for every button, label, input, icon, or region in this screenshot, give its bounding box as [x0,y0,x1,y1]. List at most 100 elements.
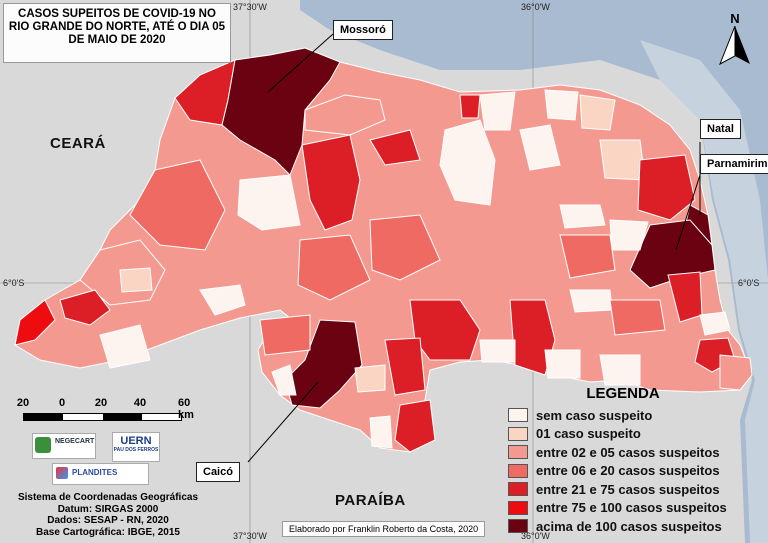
scale-label: 40 [133,397,147,409]
title-line-3: DE MAIO DE 2020 [68,34,166,46]
label-mossoro: Mossoró [333,20,393,40]
uern-logo: UERN PAU DOS FERROS [112,432,160,462]
uern-name: UERN [120,435,152,447]
municipality [384,337,426,396]
footer-line: Dados: SESAP - RN, 2020 [47,515,169,526]
municipality [99,324,151,369]
plandites-logo: PLANDITES [52,463,149,485]
legend-swatch [508,408,528,422]
footer-line: Datum: SIRGAS 2000 [57,503,159,515]
legend-swatch [508,445,528,459]
scale-label: 60 km [178,397,194,421]
label-ceara: CEARÁ [50,135,106,152]
municipality [479,91,516,131]
municipality [301,134,361,231]
municipality [599,139,646,181]
north-label: N [730,12,739,26]
legend-label: acima de 100 casos suspeitos [536,518,722,534]
municipality [459,94,481,119]
plandites-icon [56,467,68,479]
leader-lines [247,33,701,463]
municipality [519,124,561,171]
legend-item: sem caso suspeito [508,406,758,424]
municipality [479,339,516,363]
plandites-name: PLANDITES [72,468,118,477]
map-title: CASOS SUPEITOS DE COVID-19 NO RIO GRANDE… [3,3,231,63]
municipality [439,119,496,206]
legend-swatch [508,482,528,496]
municipality [609,219,649,251]
legend-item: entre 06 e 20 casos suspeitos [508,462,758,480]
scale-bar: 20 0 20 40 60 km [16,397,198,421]
legend-label: entre 21 e 75 casos suspeitos [536,481,720,497]
coord-bottom-right: 36°0'W [521,531,550,541]
municipalities [14,47,753,453]
legend-item: 01 caso suspeito [508,425,758,443]
municipality [354,364,386,393]
municipality [559,204,606,229]
negecart-name: NEGECART [55,438,95,445]
label-natal: Natal [700,119,741,139]
uern-sub: PAU DOS FERROS [113,447,159,453]
municipality [119,267,153,293]
legend-item: entre 75 e 100 casos suspeitos [508,499,758,517]
legend-label: entre 02 e 05 casos suspeitos [536,444,720,460]
municipality [719,354,753,391]
municipality [297,234,371,301]
label-caico: Caicó [196,462,240,482]
label-parnamirim: Parnamirim [700,154,768,174]
legend-swatch [508,426,528,441]
coord-top-right: 36°0'W [521,2,550,12]
title-line-1: CASOS SUPEITOS DE COVID-19 NO [18,8,216,20]
municipality [559,234,616,279]
municipality [544,89,579,121]
scale-label: 20 [16,397,30,409]
north-arrow-icon: N [719,12,750,66]
municipality [369,415,393,449]
map-footer: Sistema de Coordenadas Geográficas Datum… [8,492,208,538]
legend-label: 01 caso suspeito [536,426,641,441]
footer-line: Base Cartográfica: IBGE, 2015 [36,526,180,538]
municipality [637,154,696,221]
municipality [569,289,613,313]
municipality [271,364,297,396]
municipality [369,214,441,281]
legend-item: entre 21 e 75 casos suspeitos [508,480,758,498]
municipality [699,311,731,336]
negecart-icon [35,437,51,453]
municipality [599,354,641,386]
municipality [544,349,581,379]
municipality [259,314,311,356]
municipality-caico [284,319,363,409]
title-line-2: RIO GRANDE DO NORTE, ATÉ O DIA 05 [8,21,226,33]
scale-label: 20 [94,397,108,409]
legend-item: entre 02 e 05 casos suspeitos [508,443,758,461]
scale-label: 0 [58,397,66,409]
legend-swatch [508,519,528,533]
legend-label: sem caso suspeito [536,407,653,423]
municipality [14,299,56,346]
coord-right: 6°0'S [738,278,760,288]
municipality [304,94,386,136]
coord-top-left: 37°30'W [233,2,267,12]
municipality [579,94,616,131]
ocean [300,0,768,543]
municipality [369,129,421,166]
label-paraiba: PARAÍBA [335,492,406,509]
coord-bottom-left: 37°30'W [233,531,267,541]
municipality [59,289,111,326]
legend-title: LEGENDA [586,385,660,402]
legend-swatch [508,500,528,515]
municipality [129,159,226,251]
coord-left: 6°0'S [3,278,25,288]
legend-item: acima de 100 casos suspeitos [508,517,758,535]
author-credit: Elaborado por Franklin Roberto da Costa,… [282,521,486,537]
negecart-logo: NEGECART [32,433,96,459]
municipality [199,284,246,316]
footer-line: Sistema de Coordenadas Geográficas [17,492,199,503]
municipality [609,299,666,336]
legend-swatch [508,463,528,478]
municipality [394,399,436,453]
municipality [237,174,301,231]
